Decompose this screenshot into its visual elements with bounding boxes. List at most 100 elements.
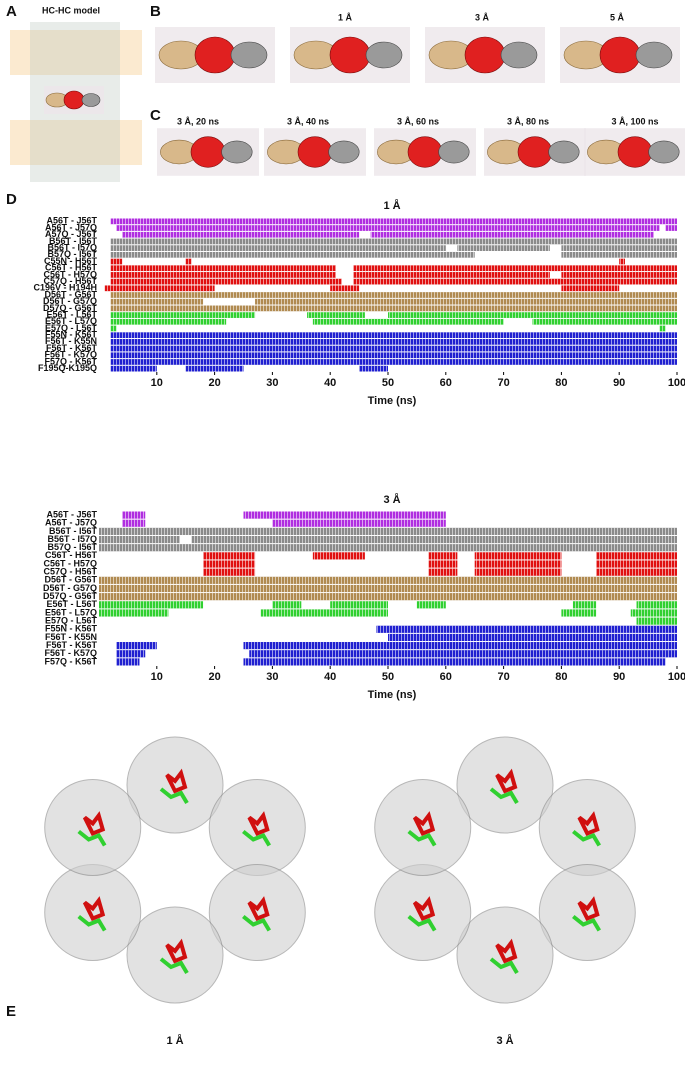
- x-tick-label: 100: [668, 377, 685, 389]
- panel-letter: A: [6, 3, 17, 20]
- residue-red: [495, 768, 518, 794]
- contact-stripe: [110, 365, 157, 372]
- x-tick-label: 70: [497, 377, 509, 389]
- residue-green: [77, 914, 107, 932]
- membrane-bottom: [10, 120, 142, 165]
- contact-stripe: [110, 312, 256, 318]
- contact-stripe: [260, 609, 388, 617]
- residue-green: [572, 914, 601, 932]
- x-axis-label: Time (ns): [368, 689, 417, 701]
- row-label: C57Q - H56T: [43, 276, 97, 286]
- row-label: F57Q - K56T: [44, 656, 97, 666]
- x-tick-label: 40: [324, 671, 336, 683]
- blob-gray: [648, 140, 680, 164]
- contact-stripe: [572, 601, 597, 609]
- row-label: C55N - H56T: [44, 256, 98, 266]
- blob-gray: [548, 140, 580, 164]
- residue-green: [407, 829, 437, 847]
- blob-gray: [500, 41, 538, 69]
- subunit: [126, 736, 224, 834]
- blob-gray: [230, 41, 268, 69]
- contact-stripe: [353, 278, 677, 285]
- contact-stripe: [561, 609, 597, 617]
- blob-red: [190, 136, 226, 168]
- contact-stripe: [370, 231, 654, 238]
- panel-letter: E: [6, 1003, 16, 1020]
- residue-red: [577, 811, 600, 837]
- x-tick-label: 100: [668, 671, 685, 683]
- x-tick-label: 10: [151, 671, 163, 683]
- row-label: F56T - K55N: [45, 632, 97, 642]
- row-label: A56T - J56T: [46, 509, 97, 519]
- residue-green: [242, 914, 271, 932]
- subunit: [208, 779, 306, 876]
- membrane-top: [10, 30, 142, 75]
- row-label: F55N - K56T: [45, 624, 98, 634]
- contact-stripe: [110, 325, 117, 332]
- contact-stripe: [122, 519, 146, 527]
- blob-gray: [81, 93, 101, 107]
- panel-label: 3 Å, 100 ns: [611, 116, 658, 126]
- contact-stripe: [428, 568, 458, 576]
- blob-red: [617, 136, 653, 168]
- residue-green: [77, 829, 107, 847]
- blob-red: [63, 90, 85, 110]
- row-label: F57Q - K56T: [44, 356, 97, 366]
- blob-gray: [365, 41, 403, 69]
- contact-stripe: [596, 568, 677, 576]
- row-label: E56T - L57Q: [45, 316, 97, 326]
- blob-red: [329, 36, 371, 74]
- contact-stripe: [99, 576, 677, 584]
- row-label: F55N - K56T: [45, 330, 98, 340]
- row-label: C56T - H57Q: [43, 558, 97, 568]
- row-label: A57Q - J56T: [45, 229, 98, 239]
- x-tick-label: 10: [151, 377, 163, 389]
- row-label: F56T - K57Q: [44, 648, 97, 658]
- contact-stripe: [110, 278, 342, 285]
- contact-stripe: [99, 527, 677, 535]
- subunit: [44, 779, 142, 876]
- row-label: D56T - G56T: [44, 289, 97, 299]
- residue-red: [247, 896, 270, 922]
- panel-label: 3 Å, 40 ns: [287, 116, 329, 126]
- contact-stripe: [110, 292, 677, 298]
- contact-stripe: [185, 365, 244, 372]
- panel-letter: B: [150, 3, 161, 20]
- contact-stripe: [110, 332, 677, 339]
- contact-stripe: [243, 642, 677, 650]
- x-tick-label: 50: [382, 671, 394, 683]
- contact-stripe: [353, 272, 550, 278]
- contact-stripe: [630, 609, 677, 617]
- contact-stripe: [110, 345, 677, 352]
- contact-stripe: [110, 339, 677, 345]
- contact-stripe: [99, 535, 180, 544]
- row-label: B56T - I56T: [49, 236, 98, 246]
- residue-green: [159, 957, 189, 975]
- contact-stripe: [561, 285, 620, 292]
- contact-stripe: [110, 359, 677, 365]
- residue-red: [82, 811, 106, 837]
- contact-stripe: [255, 298, 677, 305]
- contact-stripe: [110, 305, 677, 312]
- subunit: [456, 906, 554, 1004]
- row-label: B56T - I57Q: [47, 534, 97, 544]
- contact-stripe: [243, 658, 666, 666]
- row-label: F56T - K57Q: [44, 350, 97, 360]
- blob-red: [407, 136, 443, 168]
- row-label: B56T - I56T: [49, 526, 98, 536]
- contact-stripe: [116, 658, 140, 666]
- subunit: [126, 906, 224, 1004]
- row-label: D56T - G56T: [44, 575, 97, 585]
- row-label: E57Q - L56T: [45, 616, 98, 626]
- x-tick-label: 20: [208, 671, 220, 683]
- subunit: [538, 779, 636, 876]
- row-label: E56T - L57Q: [45, 607, 97, 617]
- contact-stripe: [561, 251, 677, 258]
- contact-stripe: [388, 312, 677, 318]
- panel-label: 3 Å, 80 ns: [507, 116, 549, 126]
- contact-stripe: [428, 560, 458, 568]
- contact-stripe: [307, 312, 365, 318]
- subunit: [456, 736, 554, 834]
- contact-stripe: [416, 601, 446, 609]
